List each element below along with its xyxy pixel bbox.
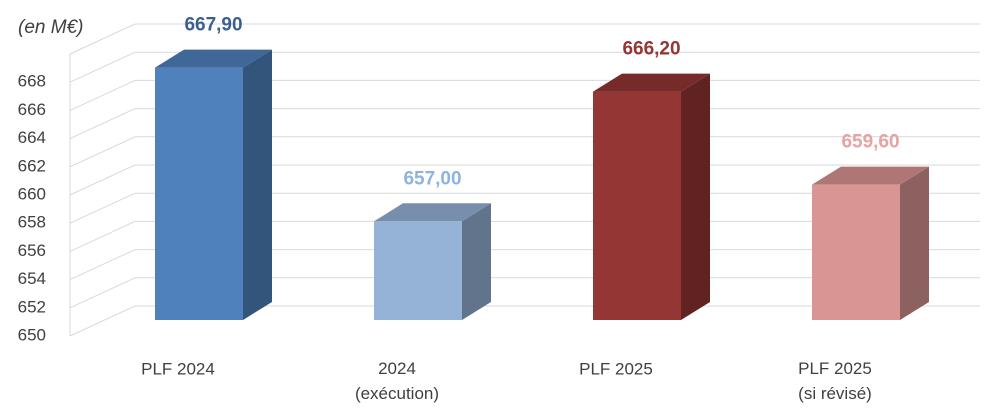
bar — [374, 221, 462, 320]
bar — [155, 67, 243, 320]
y-tick-label: 666 — [18, 100, 46, 119]
x-tick-label: 2024 (exécution) — [355, 359, 439, 403]
y-tick-label: 664 — [18, 128, 46, 147]
bar-side — [243, 49, 272, 321]
y-axis-label: (en M€) — [18, 17, 83, 38]
y-tick-label: 652 — [18, 297, 46, 316]
y-tick-label: 650 — [18, 325, 46, 344]
bar-top — [374, 203, 491, 222]
bar-top — [593, 73, 710, 92]
bar-side — [462, 203, 491, 320]
bar-top — [155, 49, 272, 68]
value-label: 659,60 — [841, 132, 899, 153]
bar-side — [900, 166, 929, 320]
y-tick-label: 662 — [18, 156, 46, 175]
bar-side — [681, 73, 710, 320]
y-tick-label: 660 — [18, 184, 46, 203]
value-label: 666,20 — [622, 39, 680, 60]
x-tick-label: PLF 2024 — [141, 359, 215, 378]
x-tick-label: PLF 2025 — [579, 359, 653, 378]
grid-line — [69, 51, 980, 83]
y-tick-label: 658 — [18, 213, 46, 232]
y-tick-label: 654 — [18, 269, 46, 288]
bar — [593, 91, 681, 320]
x-tick-label: PLF 2025 (si révisé) — [798, 359, 872, 403]
value-label: 657,00 — [403, 168, 461, 189]
y-tick-label: 668 — [18, 72, 46, 91]
bar-top — [812, 166, 929, 185]
bar — [812, 184, 900, 320]
value-label: 667,90 — [184, 15, 242, 36]
y-tick-label: 656 — [18, 241, 46, 260]
